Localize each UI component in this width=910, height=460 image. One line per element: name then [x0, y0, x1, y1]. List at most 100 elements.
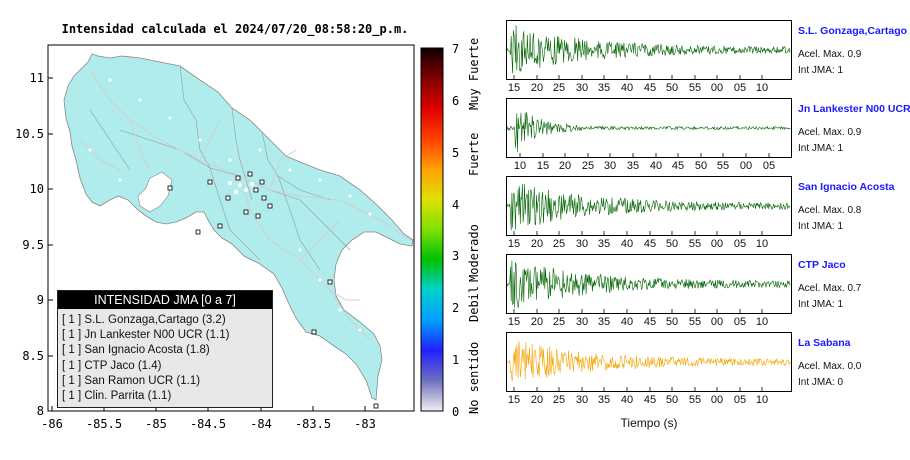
time-tick-label: 20: [530, 82, 544, 94]
station-jma-intensity: Int JMA: 1: [798, 143, 844, 154]
lon-tick-label: -85.5: [86, 417, 122, 431]
lon-tick-label: -83.5: [295, 417, 331, 431]
time-tick-label: 15: [536, 160, 550, 172]
lon-tick-label: -83: [354, 417, 376, 431]
time-tick-label: 05: [733, 238, 747, 250]
colorbar-tick-label: 1: [452, 353, 459, 367]
colorbar-tick-label: 2: [452, 301, 459, 315]
time-tick-label: 35: [597, 394, 611, 406]
colorbar-tick-label: 6: [452, 94, 459, 108]
time-tick-label: 25: [581, 160, 595, 172]
station-meta: Acel. Max. 0.9 Int JMA: 1: [798, 47, 861, 79]
colorbar-tick-label: 7: [452, 42, 459, 56]
station-jma-intensity: Int JMA: 1: [798, 299, 844, 310]
time-tick-label: 40: [620, 394, 634, 406]
time-tick-label: 20: [530, 316, 544, 328]
time-tick-labels: 10 15 20 25 30 35 40 45 50 55 00 05: [506, 160, 792, 172]
time-tick-label: 20: [558, 160, 572, 172]
lat-axis: 11 10.5 10 9.5 9 8.5 8: [15, 71, 53, 418]
time-tick-label: 30: [575, 82, 589, 94]
waveform-trace: [507, 183, 791, 231]
station-meta: Acel. Max. 0.0 Int JMA: 0: [798, 359, 861, 391]
station-acel-max: Acel. Max. 0.9: [798, 49, 862, 60]
waveform-panel: [506, 176, 792, 236]
station-meta: Acel. Max. 0.9 Int JMA: 1: [798, 125, 861, 157]
time-tick-label: 00: [710, 316, 724, 328]
colorbar-tick-label: 5: [452, 146, 459, 160]
time-tick-label: 50: [665, 82, 679, 94]
time-tick-label: 25: [552, 82, 566, 94]
station-name: S.L. Gonzaga,Cartago: [798, 25, 908, 37]
colorbar-scale: [420, 47, 444, 412]
time-tick-label: 10: [755, 316, 769, 328]
legend-item: [ 1 ] Jn Lankester N00 UCR (1.1): [62, 329, 230, 342]
station-name: Jn Lankester N00 UCR: [798, 103, 910, 115]
time-tick-label: 10: [513, 160, 527, 172]
station-name: La Sabana: [798, 337, 851, 349]
lat-tick-label: 8: [37, 404, 44, 418]
time-tick-label: 50: [694, 160, 708, 172]
time-tick-labels: 15 20 25 30 35 40 45 50 55 00 05 10: [506, 82, 792, 94]
station-jma-intensity: Int JMA: 1: [798, 221, 844, 232]
lon-tick-label: -84.5: [190, 417, 226, 431]
time-tick-label: 25: [552, 394, 566, 406]
waveform-panel: [506, 254, 792, 314]
time-tick-label: 00: [710, 82, 724, 94]
time-tick-label: 30: [575, 238, 589, 250]
time-tick-labels: 15 20 25 30 35 40 45 50 55 00 05 10: [506, 394, 792, 406]
time-tick-label: 40: [620, 238, 634, 250]
colorbar-ticks: 7 6 5 4 3 2 1 0: [452, 42, 459, 419]
time-axis-label: Tiempo (s): [620, 416, 678, 430]
time-tick-label: 40: [620, 316, 634, 328]
waveform-panel: [506, 332, 792, 392]
colorbar-categories: Muy Fuerte Fuerte Moderado Debil No sent…: [467, 38, 481, 414]
time-tick-label: 10: [755, 394, 769, 406]
time-tick-label: 55: [688, 394, 702, 406]
town-markers: [88, 78, 372, 332]
station-jma-intensity: Int JMA: 1: [798, 65, 844, 76]
station-acel-max: Acel. Max. 0.8: [798, 205, 862, 216]
lat-tick-label: 10: [30, 182, 44, 196]
time-tick-label: 25: [552, 238, 566, 250]
time-tick-label: 55: [688, 82, 702, 94]
station-jma-intensity: Int JMA: 0: [798, 377, 844, 388]
colorbar-tick-label: 0: [452, 405, 459, 419]
waveform-plot: [507, 341, 791, 391]
time-tick-label: 30: [575, 394, 589, 406]
map-land: [63, 53, 414, 409]
station-meta: Acel. Max. 0.8 Int JMA: 1: [798, 203, 861, 235]
waveform-plot: [507, 25, 791, 79]
time-tick-label: 25: [552, 316, 566, 328]
lat-tick-label: 10.5: [15, 127, 44, 141]
time-tick-label: 40: [649, 160, 663, 172]
waveform-panel: [506, 20, 792, 80]
time-tick-label: 45: [643, 394, 657, 406]
time-tick-label: 20: [530, 394, 544, 406]
time-tick-label: 50: [665, 238, 679, 250]
category-no-sentido: No sentido: [467, 342, 481, 414]
time-tick-label: 15: [507, 394, 521, 406]
station-meta: Acel. Max. 0.7 Int JMA: 1: [798, 281, 861, 313]
station-acel-max: Acel. Max. 0.0: [798, 361, 862, 372]
time-tick-label: 45: [671, 160, 685, 172]
time-tick-label: 10: [755, 82, 769, 94]
time-tick-label: 15: [507, 238, 521, 250]
lat-tick-label: 9.5: [22, 238, 44, 252]
lon-tick-label: -86: [41, 417, 63, 431]
colorbar-tick-label: 3: [452, 249, 459, 263]
category-fuerte: Fuerte: [467, 133, 481, 176]
time-tick-labels: 15 20 25 30 35 40 45 50 55 00 05 10: [506, 316, 792, 328]
time-tick-label: 20: [530, 238, 544, 250]
waveform-plot: [507, 112, 791, 157]
time-tick-label: 55: [716, 160, 730, 172]
time-tick-label: 35: [626, 160, 640, 172]
time-tick-label: 15: [507, 82, 521, 94]
legend-title: INTENSIDAD JMA [0 a 7]: [58, 291, 272, 309]
time-tick-label: 10: [755, 238, 769, 250]
category-muy-fuerte: Muy Fuerte: [467, 38, 481, 110]
legend-item: [ 1 ] San Ramon UCR (1.1): [62, 374, 201, 387]
lat-tick-label: 11: [30, 71, 44, 85]
time-tick-label: 05: [733, 82, 747, 94]
station-acel-max: Acel. Max. 0.7: [798, 283, 862, 294]
nicoya-gulf: [137, 171, 173, 213]
